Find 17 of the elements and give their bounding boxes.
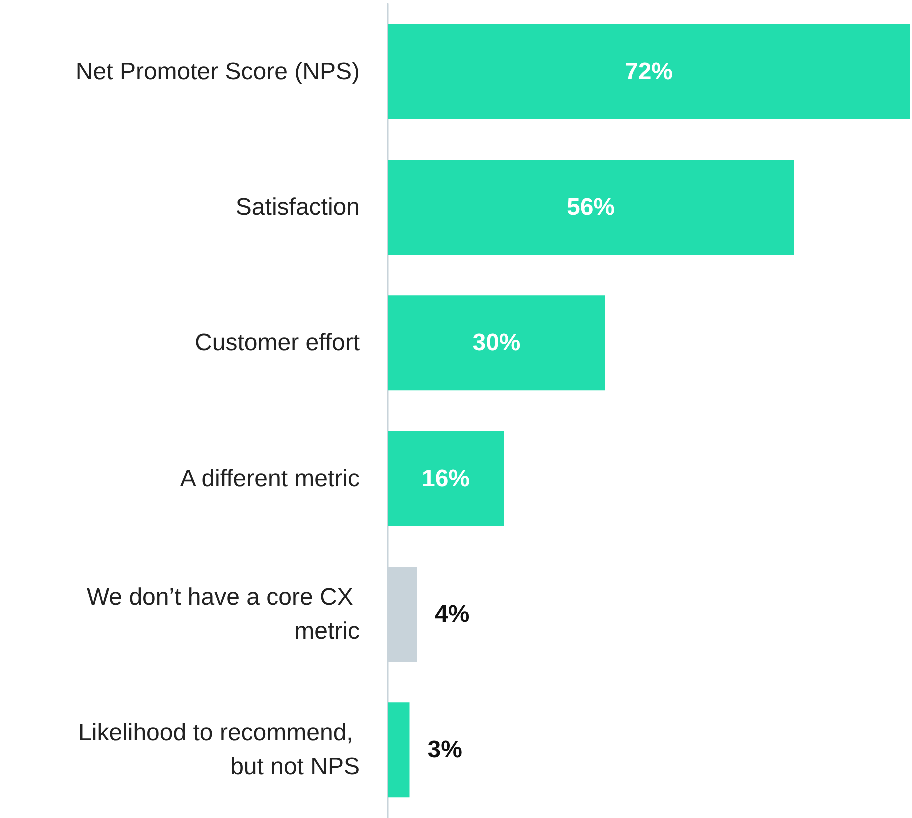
y-tick-label: Satisfaction bbox=[236, 194, 360, 221]
data-label: 72% bbox=[624, 58, 674, 86]
bar bbox=[388, 702, 410, 798]
y-tick-label: Likelihood to recommend, but not NPS bbox=[78, 720, 360, 781]
bar bbox=[388, 160, 794, 255]
y-tick-label: Customer effort bbox=[195, 330, 360, 357]
y-tick-label: We don’t have a core CX metric bbox=[86, 584, 360, 645]
data-label: 30% bbox=[472, 330, 521, 357]
bar bbox=[388, 431, 504, 526]
bar bbox=[388, 24, 910, 120]
y-tick-label: A different metric bbox=[180, 465, 360, 492]
data-label: 4% bbox=[435, 601, 470, 628]
data-label: 3% bbox=[428, 736, 462, 764]
data-label: 16% bbox=[422, 465, 470, 492]
bar bbox=[388, 296, 606, 391]
data-label: 56% bbox=[566, 194, 616, 221]
y-tick-label: Net Promoter Score (NPS) bbox=[76, 58, 360, 86]
